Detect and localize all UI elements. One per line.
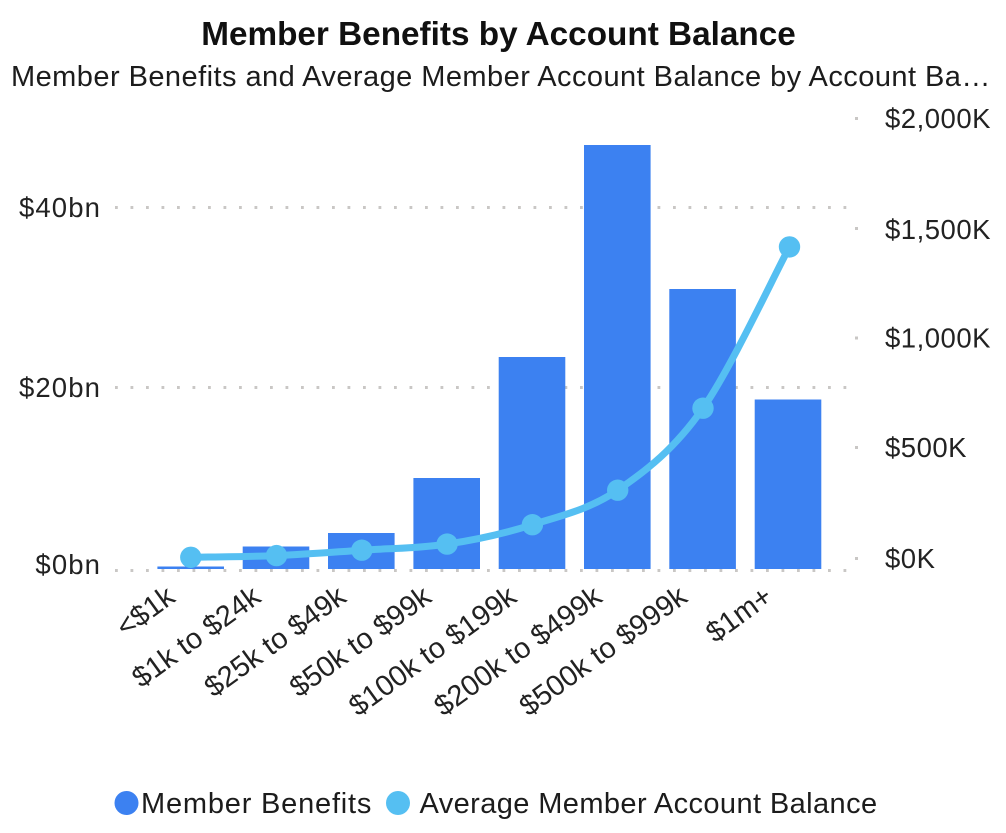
svg-text:$20bn: $20bn [19,372,101,403]
svg-text:$0bn: $0bn [35,549,101,580]
svg-text:Member Benefits: Member Benefits [141,788,372,820]
svg-text:$40bn: $40bn [19,192,101,223]
svg-text:$0K: $0K [885,543,936,574]
svg-text:$2,000K: $2,000K [885,103,991,134]
svg-text:$1m+: $1m+ [700,580,778,649]
svg-text:Member Benefits and Average Me: Member Benefits and Average Member Accou… [11,61,991,93]
svg-text:Member Benefits by Account Bal: Member Benefits by Account Balance [201,16,796,53]
svg-text:$1,500K: $1,500K [885,214,991,245]
svg-text:$1,000K: $1,000K [885,323,991,354]
svg-text:<$1k: <$1k [111,580,182,644]
svg-text:Average Member Account Balance: Average Member Account Balance [420,788,878,820]
svg-text:$500K: $500K [885,432,967,463]
